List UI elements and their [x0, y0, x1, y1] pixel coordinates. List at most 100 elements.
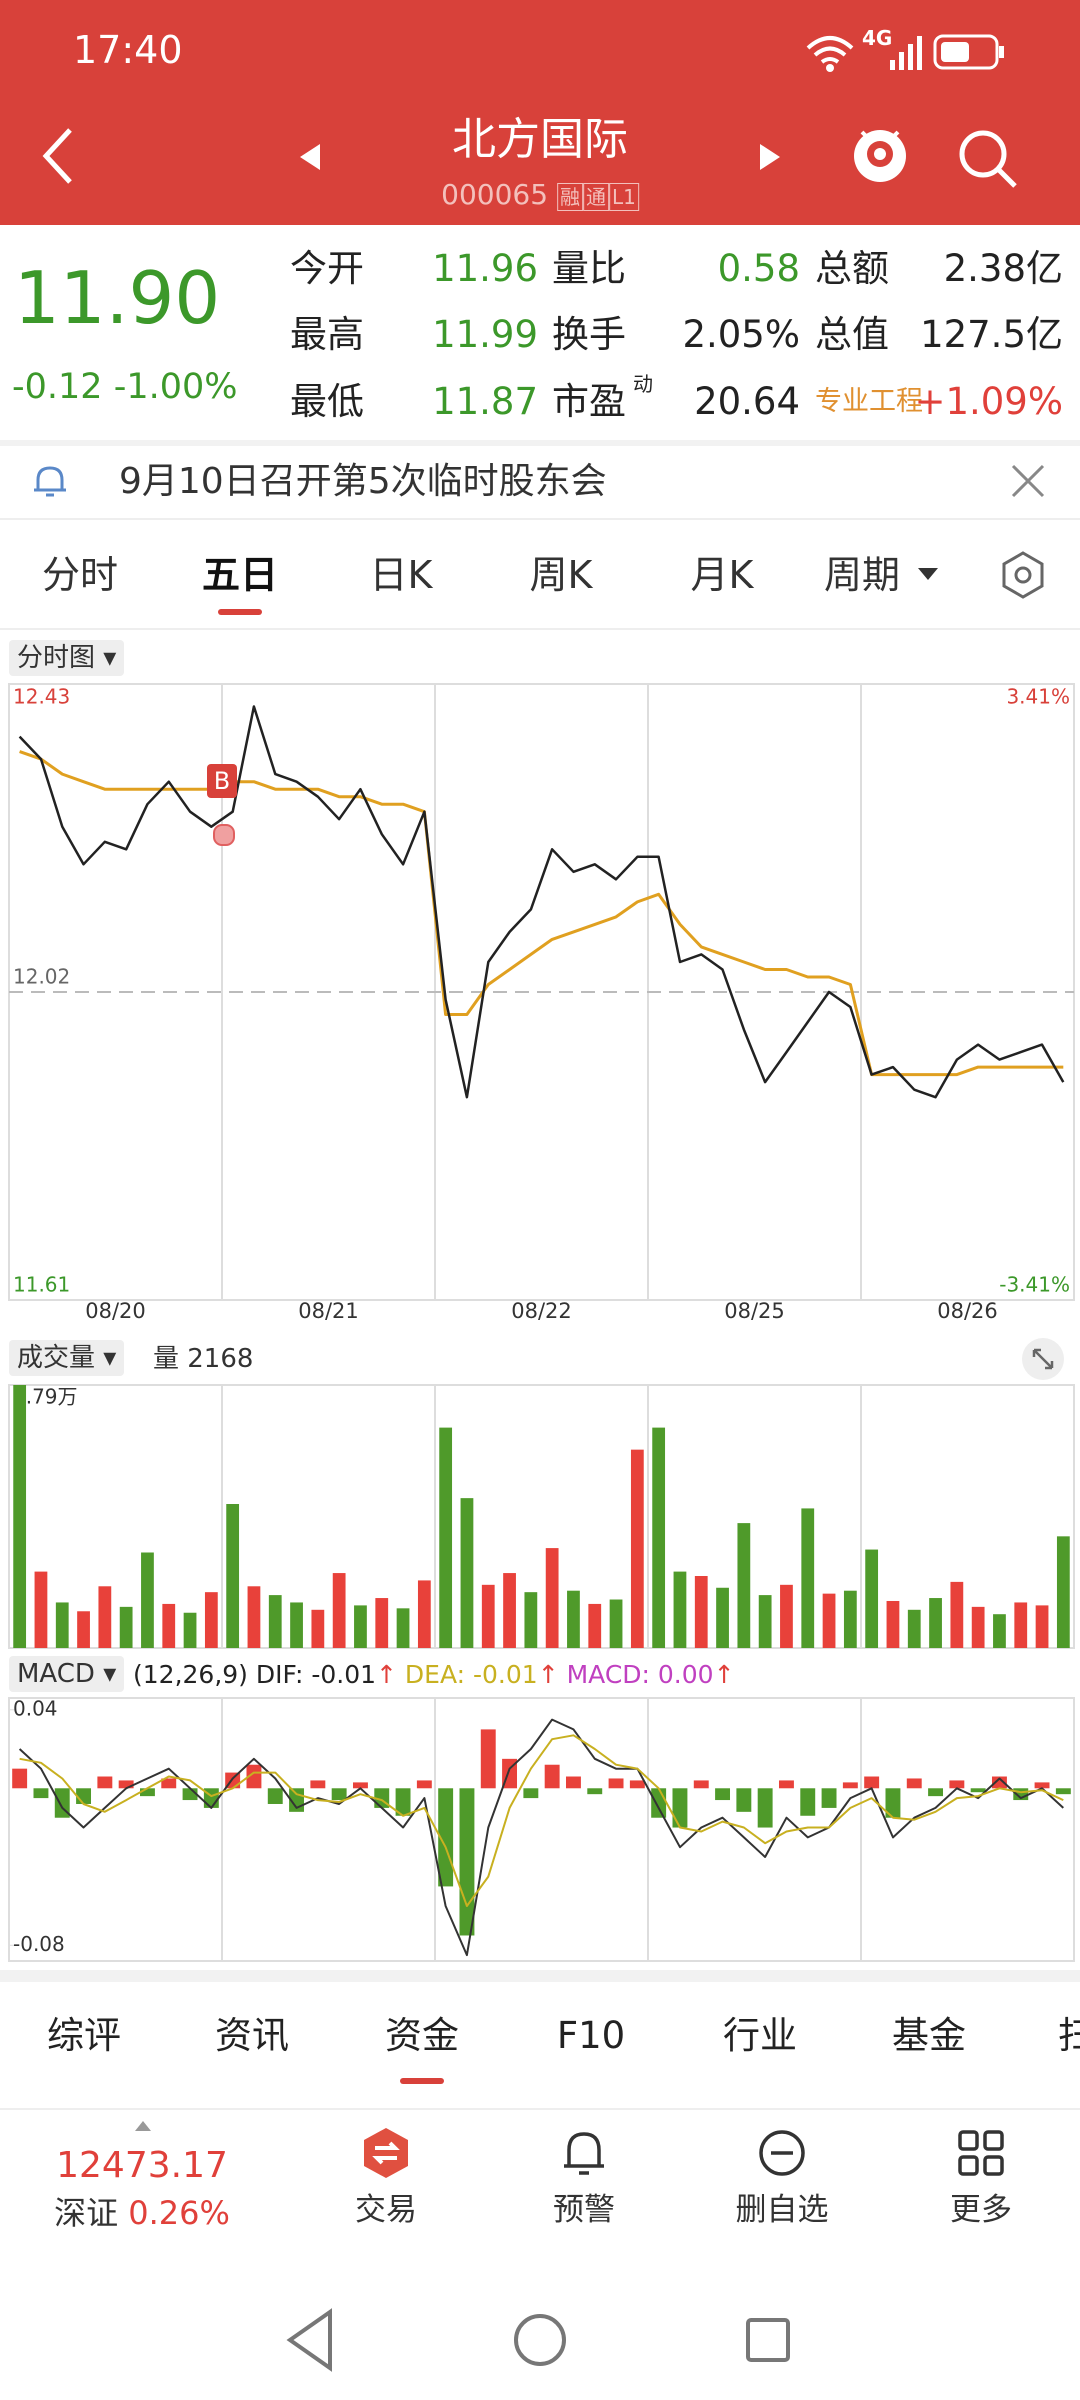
stat-label: 总额	[815, 247, 889, 290]
y-tick-label: 12.43	[13, 685, 70, 709]
close-notice[interactable]	[1010, 463, 1046, 499]
average-line	[19, 750, 1064, 1077]
volume-bar	[119, 1606, 133, 1648]
volume-bar	[567, 1590, 580, 1648]
index-change: 0.26%	[128, 2194, 230, 2232]
info-tab[interactable]: 扫	[1058, 2014, 1080, 2057]
volume-bar	[98, 1586, 112, 1648]
macd-bar	[651, 1788, 667, 1818]
stat-label: 今开	[290, 247, 364, 290]
remove-watch-icon[interactable]	[757, 2126, 807, 2180]
nav-recent[interactable]	[746, 2318, 790, 2362]
nav-home[interactable]	[514, 2314, 566, 2366]
more-icon[interactable]	[956, 2126, 1006, 2180]
macd-bar	[480, 1729, 496, 1789]
volume-bar	[652, 1427, 666, 1648]
chart-frame	[8, 1384, 1075, 1649]
change-percent: -1.00%	[113, 367, 238, 407]
macd-bar	[246, 1764, 262, 1789]
info-tab-active[interactable]: 资金	[385, 2014, 459, 2057]
period-tab[interactable]: 周K	[529, 553, 593, 597]
stock-code: 000065	[441, 178, 549, 211]
index-line: 深证 0.26%	[54, 2197, 230, 2229]
macd-chart-label[interactable]: MACD ▾	[9, 1656, 125, 1692]
macd-params: (12,26,9)	[133, 1660, 248, 1689]
back-button[interactable]	[38, 126, 78, 186]
stat-value: 11.87	[432, 380, 538, 423]
volume-bar	[801, 1508, 815, 1648]
volume-bar	[907, 1609, 921, 1648]
info-tab[interactable]: 综评	[47, 2014, 121, 2057]
action-label[interactable]: 更多	[950, 2192, 1012, 2228]
mascot-icon[interactable]	[848, 120, 912, 190]
macd-bar	[821, 1788, 837, 1808]
stock-code-line: 000065 融通 L1	[441, 178, 639, 211]
action-label[interactable]: 预警	[553, 2192, 615, 2228]
tag: 通	[582, 183, 609, 211]
macd-bar	[161, 1778, 177, 1789]
prev-stock[interactable]	[298, 142, 322, 172]
header-bar	[0, 0, 1080, 225]
stat-label: 量比	[552, 247, 626, 290]
search-button[interactable]	[955, 126, 1019, 190]
volume-chart-label[interactable]: 成交量 ▾	[9, 1340, 125, 1376]
macd-bar	[139, 1788, 155, 1797]
x-tick-label: 08/21	[298, 1299, 359, 1323]
dea-value: DEA: -0.01	[404, 1660, 538, 1689]
macd-bar	[800, 1788, 816, 1816]
action-label[interactable]: 删自选	[735, 2192, 829, 2228]
macd-bar	[991, 1776, 1007, 1789]
change: -0.12	[12, 367, 103, 407]
sector-change: +1.09%	[914, 380, 1063, 423]
trade-icon[interactable]	[361, 2126, 411, 2180]
stat-label: 最高	[290, 313, 364, 356]
expand-button[interactable]	[1020, 1336, 1066, 1382]
dif-value: DIF: -0.01	[255, 1660, 377, 1689]
volume-bar	[630, 1449, 644, 1648]
alert-icon[interactable]	[559, 2126, 609, 2180]
stat-value: 11.96	[432, 247, 538, 290]
macd-bar	[778, 1780, 794, 1789]
info-tab[interactable]: 资讯	[215, 2014, 289, 2057]
volume-bar	[162, 1603, 176, 1648]
price-chart-label[interactable]: 分时图 ▾	[9, 640, 125, 676]
period-tab[interactable]: 月K	[690, 553, 754, 597]
macd-bar	[459, 1788, 475, 1936]
volume-bar	[375, 1598, 389, 1648]
next-stock[interactable]	[758, 142, 782, 172]
settings-icon[interactable]	[998, 550, 1048, 600]
divider	[0, 1970, 1080, 1982]
dea-line	[19, 1734, 1064, 1907]
nav-back[interactable]	[286, 2308, 332, 2372]
bell-icon	[34, 466, 66, 497]
volume-bar	[1056, 1536, 1070, 1648]
info-tab[interactable]: 行业	[723, 2014, 797, 2057]
period-tab[interactable]: 周期	[823, 553, 901, 597]
sector-name: 专业工程	[815, 386, 923, 417]
volume-bar	[588, 1603, 602, 1648]
info-tab[interactable]: 基金	[892, 2014, 966, 2057]
volume-bar	[226, 1504, 240, 1648]
buy-marker[interactable]: B	[207, 764, 237, 798]
volume-bar	[950, 1581, 964, 1648]
notice-text[interactable]: 9月10日召开第5次临时股东会	[119, 461, 607, 502]
volume-bar	[843, 1590, 857, 1648]
info-tab[interactable]: F10	[556, 2014, 626, 2057]
macd-bar	[182, 1788, 198, 1801]
macd-bar	[842, 1782, 858, 1789]
action-label[interactable]: 交易	[355, 2192, 417, 2228]
period-tab[interactable]: 分时	[41, 553, 119, 597]
macd-bar	[864, 1776, 880, 1789]
divider	[0, 628, 1080, 630]
index-value[interactable]: 12473.17	[56, 2145, 228, 2186]
tag: L1	[608, 183, 639, 211]
period-tab-active[interactable]: 五日	[201, 553, 279, 597]
volume-bar	[758, 1595, 772, 1648]
period-tab[interactable]: 日K	[369, 553, 433, 597]
pe-suffix: 动	[633, 372, 653, 396]
dropdown-caret	[918, 568, 938, 580]
volume-bar	[460, 1498, 474, 1648]
macd-legend: (12,26,9) DIF: -0.01↑ DEA: -0.01↑ MACD: …	[133, 1660, 735, 1689]
volume-bar	[694, 1576, 708, 1648]
